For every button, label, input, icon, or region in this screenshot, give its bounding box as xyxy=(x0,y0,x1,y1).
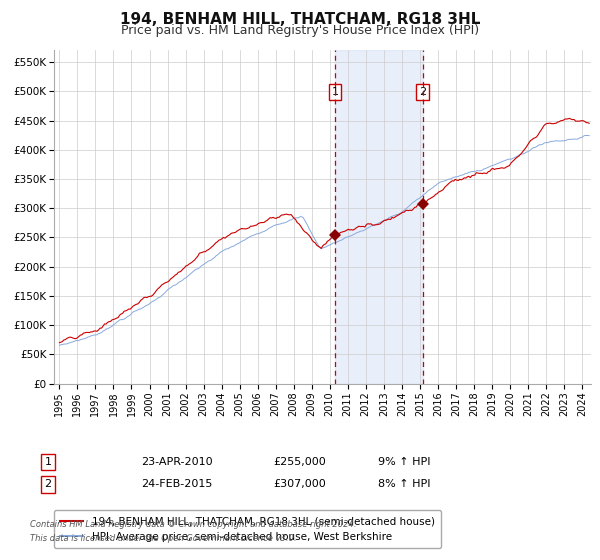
Text: 8% ↑ HPI: 8% ↑ HPI xyxy=(378,479,431,489)
Text: 194, BENHAM HILL, THATCHAM, RG18 3HL: 194, BENHAM HILL, THATCHAM, RG18 3HL xyxy=(120,12,480,27)
Text: 23-APR-2010: 23-APR-2010 xyxy=(141,457,212,467)
Text: 24-FEB-2015: 24-FEB-2015 xyxy=(141,479,212,489)
Text: Price paid vs. HM Land Registry's House Price Index (HPI): Price paid vs. HM Land Registry's House … xyxy=(121,24,479,36)
Text: Contains HM Land Registry data © Crown copyright and database right 2024.: Contains HM Land Registry data © Crown c… xyxy=(30,520,356,529)
Text: 2: 2 xyxy=(44,479,52,489)
Text: £255,000: £255,000 xyxy=(273,457,326,467)
Text: 1: 1 xyxy=(332,87,338,97)
Text: 1: 1 xyxy=(44,457,52,467)
Text: This data is licensed under the Open Government Licence v3.0.: This data is licensed under the Open Gov… xyxy=(30,534,296,543)
Bar xyxy=(335,50,422,384)
Legend: 194, BENHAM HILL, THATCHAM, RG18 3HL (semi-detached house), HPI: Average price, : 194, BENHAM HILL, THATCHAM, RG18 3HL (se… xyxy=(54,510,441,548)
Text: £307,000: £307,000 xyxy=(273,479,326,489)
Text: 9% ↑ HPI: 9% ↑ HPI xyxy=(378,457,431,467)
Text: 2: 2 xyxy=(419,87,426,97)
